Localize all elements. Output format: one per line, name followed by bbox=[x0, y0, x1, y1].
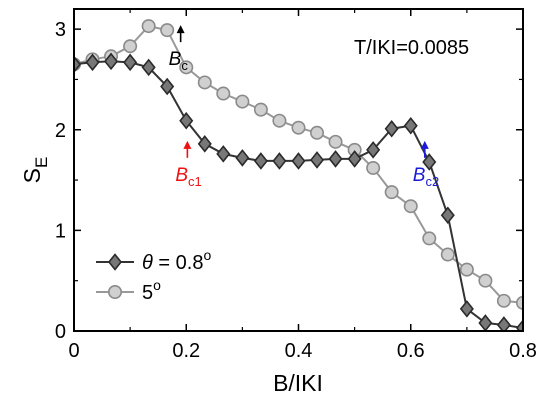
legend-label: 5o bbox=[142, 277, 161, 304]
legend-marker bbox=[107, 253, 123, 271]
data-point bbox=[478, 273, 493, 288]
data-point bbox=[366, 160, 381, 175]
data-point bbox=[123, 53, 138, 72]
x-tick-label: 0.2 bbox=[172, 340, 200, 362]
y-tick-label: 0 bbox=[55, 321, 66, 343]
y-tick-label: 2 bbox=[55, 120, 66, 142]
annotation-arrow-head bbox=[183, 140, 192, 149]
data-point bbox=[197, 135, 212, 153]
data-point bbox=[74, 55, 82, 74]
annotation-arrow-head bbox=[420, 140, 429, 149]
data-point bbox=[422, 153, 437, 171]
legend: θ = 0.8o 5o bbox=[96, 247, 211, 304]
annotation-label: Bc2 bbox=[413, 165, 439, 189]
data-point bbox=[253, 152, 268, 170]
x-tick-label: 0 bbox=[68, 340, 79, 362]
data-point bbox=[235, 149, 250, 167]
data-point bbox=[422, 231, 437, 246]
legend-entry: 5o bbox=[96, 277, 161, 304]
data-point bbox=[253, 102, 268, 117]
data-point bbox=[309, 151, 325, 169]
y-tick-label: 1 bbox=[55, 220, 66, 242]
data-point bbox=[496, 293, 511, 308]
x-tick-label: 0.4 bbox=[285, 340, 313, 362]
data-point bbox=[160, 23, 175, 38]
data-point bbox=[403, 116, 418, 135]
data-point bbox=[478, 314, 493, 331]
data-point bbox=[328, 134, 343, 149]
data-point bbox=[403, 199, 418, 214]
y-tick-label: 3 bbox=[55, 19, 66, 41]
annotation-label: Bc bbox=[169, 49, 189, 73]
data-point bbox=[141, 19, 156, 34]
data-point bbox=[216, 145, 231, 163]
data-point bbox=[216, 86, 231, 101]
data-point bbox=[496, 316, 511, 331]
x-tick-label: 0.8 bbox=[509, 340, 537, 362]
series-layer bbox=[74, 19, 523, 331]
data-point bbox=[291, 152, 306, 170]
data-point bbox=[366, 141, 381, 159]
data-point bbox=[160, 77, 175, 96]
series-diamond bbox=[74, 52, 523, 331]
annotation-arrow-head bbox=[176, 25, 185, 34]
data-point bbox=[291, 120, 306, 135]
axis-ticks: 0 0.2 0.4 0.6 0.8 0 1 2 3 bbox=[55, 9, 537, 362]
x-axis-title: B/IKI bbox=[273, 370, 323, 396]
data-point bbox=[459, 300, 474, 318]
series-circle bbox=[74, 19, 523, 310]
data-point bbox=[141, 58, 156, 77]
legend-entry: θ = 0.8o bbox=[96, 247, 211, 274]
annotation-bc1: Bc1 bbox=[175, 140, 202, 189]
data-point bbox=[384, 185, 399, 200]
data-point bbox=[272, 152, 287, 170]
data-point bbox=[515, 319, 523, 331]
data-point bbox=[179, 60, 194, 75]
data-point bbox=[310, 125, 325, 140]
legend-label: θ = 0.8o bbox=[142, 247, 211, 274]
data-point bbox=[179, 111, 194, 130]
annotation-label: Bc1 bbox=[175, 165, 201, 189]
y-axis-title: SE bbox=[19, 157, 51, 184]
annotations: Bc Bc1 Bc2 bbox=[169, 25, 439, 189]
data-point bbox=[347, 150, 362, 168]
data-point bbox=[197, 75, 212, 90]
data-point bbox=[85, 53, 100, 72]
data-point bbox=[328, 150, 343, 168]
data-point bbox=[440, 247, 455, 262]
annotation-bc: Bc bbox=[169, 25, 189, 73]
data-point bbox=[235, 94, 250, 109]
x-tick-label: 0.6 bbox=[397, 340, 425, 362]
temperature-annotation: T/IKI=0.0085 bbox=[354, 37, 469, 59]
data-point bbox=[459, 262, 474, 277]
plot-frame bbox=[73, 8, 524, 332]
data-point bbox=[272, 113, 287, 128]
legend-marker bbox=[108, 284, 123, 299]
data-point bbox=[123, 39, 138, 54]
data-point bbox=[104, 52, 119, 71]
data-point bbox=[384, 119, 399, 138]
annotation-bc2: Bc2 bbox=[413, 140, 439, 189]
data-point bbox=[440, 206, 455, 225]
